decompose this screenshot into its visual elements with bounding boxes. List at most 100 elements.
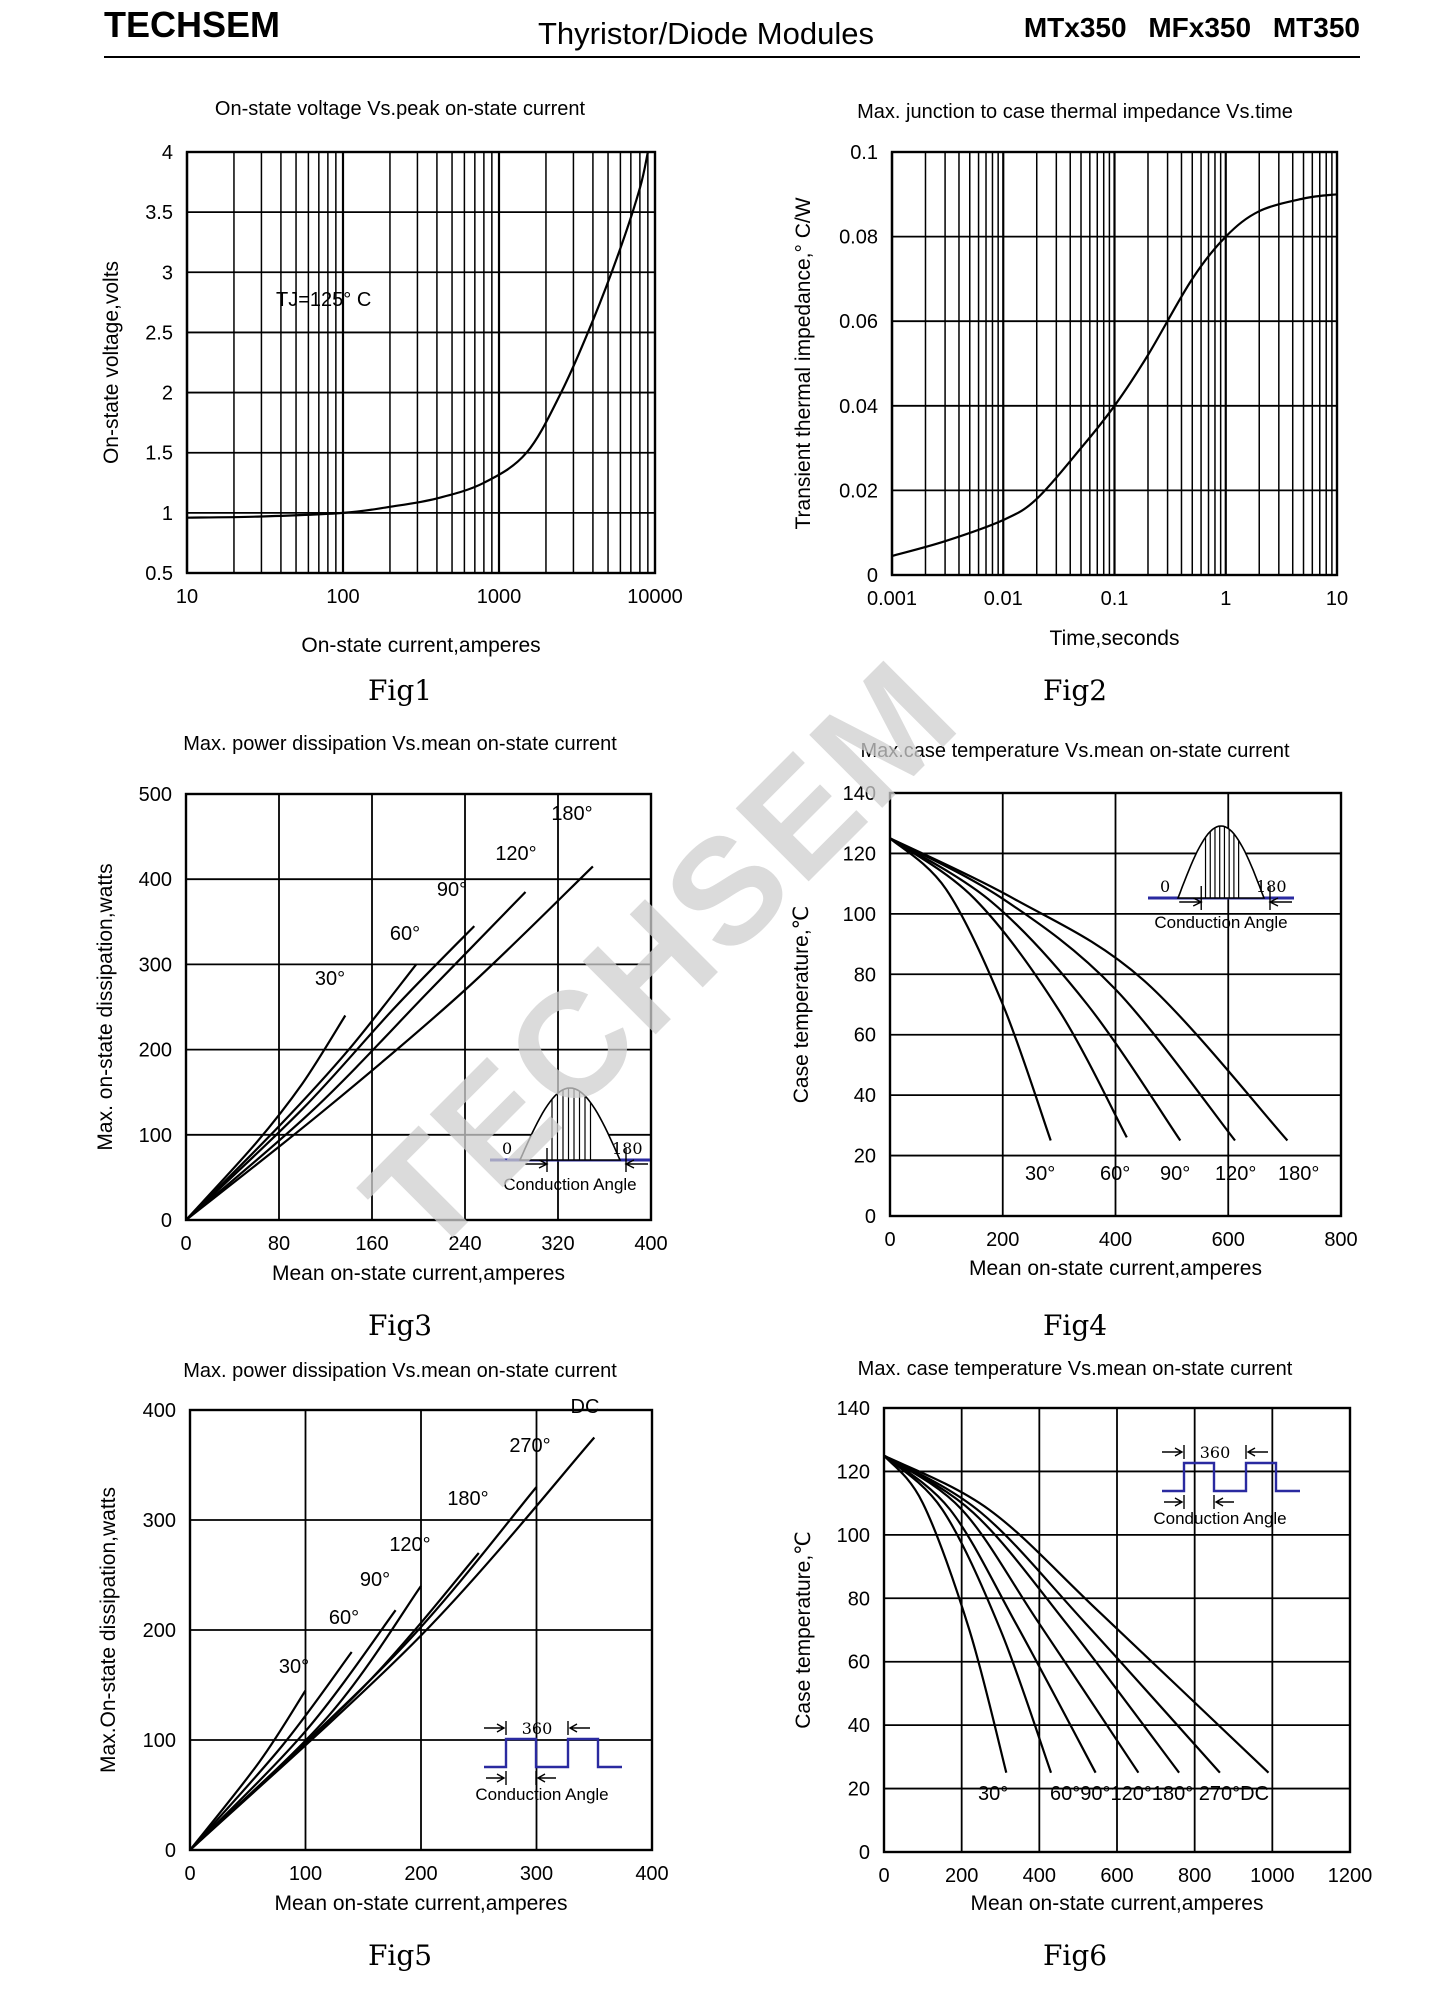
x-tick-label: 200 xyxy=(986,1229,1019,1251)
inset-period-label: 360 xyxy=(522,1719,553,1738)
x-tick-label: 600 xyxy=(1212,1229,1245,1251)
y-tick-label: 80 xyxy=(854,964,876,986)
y-tick-label: 120 xyxy=(837,1461,870,1483)
y-axis-label: Max.On-state dissipation,watts xyxy=(97,1487,120,1773)
series-label: 120° xyxy=(495,843,536,865)
y-tick-label: 0 xyxy=(867,565,878,587)
inset-end-label: 180 xyxy=(1256,877,1287,896)
y-tick-label: 2.5 xyxy=(145,322,173,344)
conduction-angle-inset: 0 180 Conduction Angle xyxy=(490,1087,650,1194)
inset-arrow-icon xyxy=(536,1773,556,1783)
series-line xyxy=(883,1454,1053,1774)
x-tick-label: 200 xyxy=(404,1863,437,1885)
series-line xyxy=(883,1454,1180,1774)
x-tick-label: 0 xyxy=(878,1865,889,1887)
x-axis-label: On-state current,amperes xyxy=(301,634,540,657)
brand-logo-text: TECHSEM xyxy=(104,4,281,45)
y-tick-label: 40 xyxy=(854,1085,876,1107)
chart-grid xyxy=(890,151,1337,576)
series-label: 30° xyxy=(315,968,345,990)
y-tick-label: 60 xyxy=(854,1025,876,1047)
series-line xyxy=(185,865,594,1221)
x-tick-label: 100 xyxy=(289,1863,322,1885)
chart-title: On-state voltage Vs.peak on-state curren… xyxy=(215,98,586,120)
x-tick-label: 400 xyxy=(634,1233,667,1255)
x-tick-label: 0 xyxy=(884,1229,895,1251)
x-tick-label: 10000 xyxy=(627,586,683,608)
y-tick-label: 20 xyxy=(854,1146,876,1168)
inset-arrow-icon xyxy=(568,1723,590,1733)
inset-sine-wave xyxy=(518,1087,622,1161)
series-label: 90° xyxy=(360,1569,390,1591)
x-tick-label: 1200 xyxy=(1328,1865,1373,1887)
series-label: 60° xyxy=(329,1607,359,1629)
x-tick-label: 1000 xyxy=(1250,1865,1295,1887)
figure-caption: Fig3 xyxy=(368,1309,432,1342)
chart-fig5: Max. power dissipation Vs.mean on-state … xyxy=(97,1360,669,1972)
y-tick-label: 0 xyxy=(865,1206,876,1228)
inset-arrow-icon xyxy=(1268,897,1292,907)
y-axis-label: Max. on-state dissipation,watts xyxy=(94,863,117,1150)
y-tick-label: 4 xyxy=(162,142,173,164)
y-tick-label: 200 xyxy=(139,1040,172,1062)
x-tick-label: 1000 xyxy=(477,586,522,608)
y-tick-label: 0.1 xyxy=(850,142,878,164)
series-line xyxy=(889,837,1236,1142)
series-line xyxy=(883,1454,1221,1774)
series-line xyxy=(883,1454,1097,1774)
chart-grid xyxy=(883,1407,1351,1853)
y-tick-label: 80 xyxy=(848,1588,870,1610)
series-line xyxy=(889,837,1289,1142)
y-tick-label: 300 xyxy=(143,1510,176,1532)
series-label: 180° xyxy=(447,1488,488,1510)
x-tick-label: 0.01 xyxy=(984,588,1023,610)
figure-caption: Fig5 xyxy=(368,1939,432,1972)
conduction-angle-inset: 360 Conduction Angle xyxy=(475,1719,622,1804)
inset-square-wave xyxy=(1162,1461,1300,1493)
conduction-angle-inset: 360 Conduction Angle xyxy=(1153,1443,1300,1528)
y-tick-label: 120 xyxy=(843,843,876,865)
y-tick-label: 3 xyxy=(162,262,173,284)
figure-caption: Fig2 xyxy=(1043,674,1107,707)
x-tick-label: 80 xyxy=(268,1233,290,1255)
x-tick-label: 240 xyxy=(448,1233,481,1255)
y-tick-label: 2 xyxy=(162,383,173,405)
y-tick-label: 100 xyxy=(843,904,876,926)
figure-caption: Fig6 xyxy=(1043,1939,1107,1972)
series-line xyxy=(189,1609,397,1851)
series-line xyxy=(891,193,1338,558)
y-tick-label: 0.02 xyxy=(839,480,878,502)
chart-fig6: Max. case temperature Vs.mean on-state c… xyxy=(792,1358,1372,1972)
chart-title: Max. power dissipation Vs.mean on-state … xyxy=(183,733,617,755)
y-tick-label: 200 xyxy=(143,1620,176,1642)
y-tick-label: 400 xyxy=(143,1400,176,1422)
series-line xyxy=(185,891,527,1221)
series-line xyxy=(185,925,476,1221)
inset-arrow-icon xyxy=(624,1159,648,1169)
y-tick-label: 20 xyxy=(848,1779,870,1801)
x-tick-label: 400 xyxy=(635,1863,668,1885)
series-line xyxy=(185,1014,347,1221)
x-tick-label: 100 xyxy=(326,586,359,608)
x-tick-label: 320 xyxy=(541,1233,574,1255)
y-tick-label: 0.04 xyxy=(839,396,878,418)
y-tick-label: 1 xyxy=(162,503,173,525)
series-label: 120° xyxy=(389,1534,430,1556)
chart-title: Max. junction to case thermal impedance … xyxy=(857,101,1293,123)
chart-grid xyxy=(889,792,1342,1217)
y-tick-label: 3.5 xyxy=(145,202,173,224)
curve-label: 30° xyxy=(978,1783,1008,1805)
x-tick-label: 400 xyxy=(1099,1229,1132,1251)
document-subtitle: Thyristor/Diode Modules xyxy=(538,16,874,51)
y-tick-label: 0.5 xyxy=(145,563,173,585)
x-tick-label: 200 xyxy=(945,1865,978,1887)
curve-label: 30° xyxy=(1025,1163,1055,1185)
x-tick-label: 0 xyxy=(184,1863,195,1885)
chart-fig4: Max.case temperature Vs.mean on-state cu… xyxy=(790,740,1358,1342)
series-label: 180° xyxy=(551,803,592,825)
chart-fig2: Max. junction to case thermal impedance … xyxy=(792,101,1348,707)
y-tick-label: 0.08 xyxy=(839,227,878,249)
inset-label: Conduction Angle xyxy=(1154,913,1287,932)
plot-frame xyxy=(888,791,1343,1218)
y-tick-label: 0 xyxy=(859,1842,870,1864)
